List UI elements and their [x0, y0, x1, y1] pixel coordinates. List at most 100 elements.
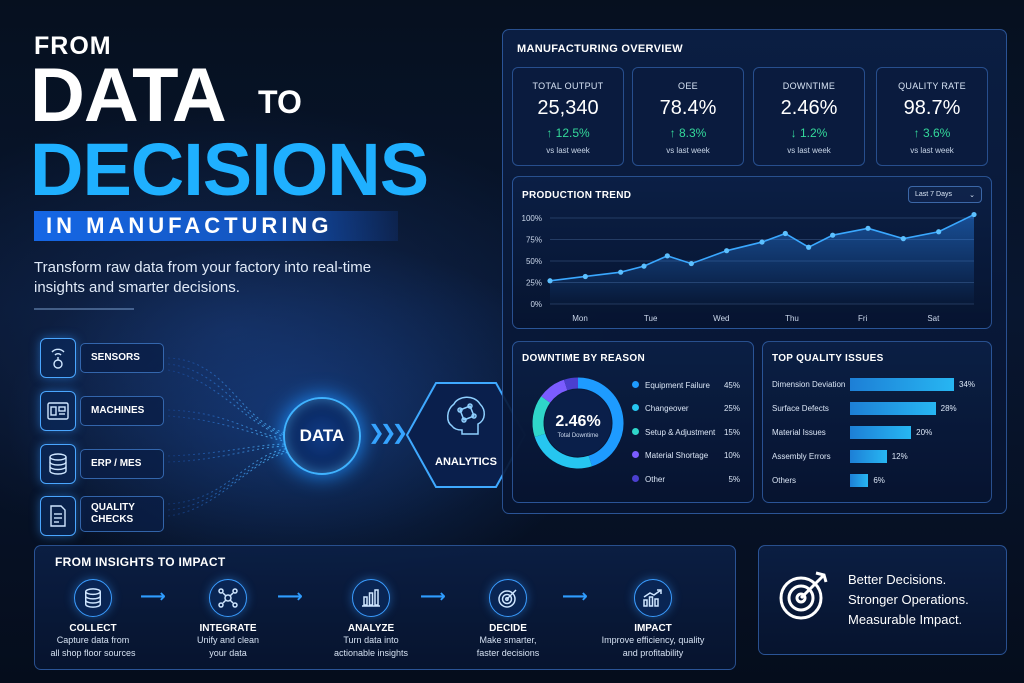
step-arrow-icon: ⟶: [140, 586, 166, 606]
tagline-line2: Stronger Operations.: [848, 592, 969, 607]
kpi-comparison: vs last week: [787, 146, 831, 155]
kpi-card-oee[interactable]: OEE 78.4% ↑ 8.3% vs last week: [632, 67, 744, 166]
step-description-line2: actionable insights: [333, 648, 409, 658]
sensor-icon: [51, 348, 65, 369]
legend-label: Changeover: [632, 404, 689, 413]
machine-source-icon[interactable]: [40, 391, 76, 431]
impact-step-analyze[interactable]: ANALYZE Turn data into actionable insigh…: [318, 579, 424, 660]
x-tick-label: Mon: [572, 314, 588, 323]
trend-point: [547, 278, 553, 284]
trend-point: [641, 263, 647, 269]
quality-issues-panel: [762, 341, 992, 503]
erp-source-icon[interactable]: [40, 444, 76, 484]
step-description-line2: and profitability: [622, 648, 684, 658]
kpi-card-quality-rate[interactable]: QUALITY RATE 98.7% ↑ 3.6% vs last week: [876, 67, 988, 166]
trend-point: [936, 229, 942, 235]
legend-value: 25%: [723, 404, 740, 413]
date-range-value: Last 7 Days: [915, 191, 952, 198]
hero-divider: [34, 308, 134, 310]
hero-to: TO: [258, 84, 302, 120]
donut-slice: [534, 433, 593, 469]
step-title: COLLECT: [69, 623, 117, 634]
quality-bar: [850, 474, 869, 487]
tagline-panel: [758, 545, 1007, 655]
trend-point: [618, 269, 624, 275]
bar-value-label: 12%: [891, 452, 908, 461]
target-icon: [779, 571, 828, 620]
step-description-line2: your data: [209, 648, 247, 658]
step-title: INTEGRATE: [199, 623, 257, 634]
hero-data: DATA: [30, 53, 227, 138]
impact-step-integrate[interactable]: INTEGRATE Unify and clean your data: [175, 579, 281, 660]
donut-hole: [544, 389, 612, 457]
step-description-line1: Unify and clean: [196, 635, 260, 645]
step-description-line2: faster decisions: [476, 648, 540, 658]
kpi-label: OEE: [678, 81, 698, 91]
trend-area: [550, 214, 974, 304]
legend-item: Changeover 25%: [632, 403, 740, 415]
hero-decisions: DECISIONS: [30, 128, 429, 211]
kpi-delta: ↑ 8.3%: [669, 126, 707, 140]
bar-value-label: 28%: [940, 404, 957, 413]
x-tick-label: Wed: [713, 314, 729, 323]
trend-point: [830, 232, 836, 238]
kpi-label: DOWNTIME: [782, 81, 836, 91]
y-tick-label: 75%: [526, 236, 542, 245]
trend-point: [759, 239, 765, 245]
source-label-machines: MACHINES: [80, 396, 164, 426]
y-tick-label: 100%: [522, 214, 542, 223]
kpi-card-downtime[interactable]: DOWNTIME 2.46% ↓ 1.2% vs last week: [753, 67, 865, 166]
production-trend-title: PRODUCTION TREND: [522, 190, 632, 201]
document-icon: [50, 505, 66, 527]
decide-step-icon: [489, 579, 527, 617]
growth-chart-icon: [643, 589, 662, 607]
donut-slice: [541, 379, 568, 403]
bar-value-label: 20%: [916, 428, 933, 437]
trend-point: [971, 211, 977, 218]
quality-source-icon[interactable]: [40, 496, 76, 536]
date-range-dropdown[interactable]: Last 7 Days ⌄: [908, 186, 982, 203]
integrate-step-icon: [209, 579, 247, 617]
impact-step-decide[interactable]: DECIDE Make smarter, faster decisions: [455, 579, 561, 660]
legend-label: Equipment Failure: [632, 380, 710, 390]
data-flow-lines: [167, 357, 291, 517]
step-title: IMPACT: [634, 623, 672, 634]
trend-point: [806, 244, 812, 250]
legend-swatch: [632, 474, 639, 482]
y-tick-label: 25%: [526, 279, 542, 288]
trend-point: [582, 273, 588, 280]
legend-item: Other 5%: [632, 473, 740, 485]
kpi-comparison: vs last week: [666, 146, 710, 155]
impact-step-icon: [634, 579, 672, 617]
donut-center-label: Total Downtime: [557, 433, 599, 439]
quality-bar: [850, 378, 954, 391]
step-description-line1: Improve efficiency, quality: [601, 635, 705, 645]
bar-label: Surface Defects: [772, 404, 829, 413]
kpi-delta: ↓ 1.2%: [790, 126, 828, 140]
impact-step-impact[interactable]: IMPACT Improve efficiency, quality and p…: [590, 579, 716, 660]
impact-step-collect[interactable]: COLLECT Capture data from all shop floor…: [40, 579, 146, 660]
x-tick-label: Fri: [858, 314, 868, 323]
legend-item: Material Shortage 10%: [632, 450, 740, 462]
donut-center-value: 2.46%: [555, 413, 601, 430]
trend-point: [865, 225, 871, 231]
quality-bar: [850, 402, 936, 415]
quality-bar: [850, 450, 887, 463]
kpi-card-total-output[interactable]: TOTAL OUTPUT 25,340 ↑ 12.5% vs last week: [512, 67, 624, 166]
step-description-line1: Capture data from: [56, 635, 130, 645]
analyze-step-icon: [352, 579, 390, 617]
sensor-source-icon[interactable]: [40, 338, 76, 378]
legend-value: 10%: [723, 451, 740, 460]
data-node: DATA: [283, 397, 361, 475]
downtime-donut-chart: [532, 377, 624, 469]
analytics-label: ANALYTICS: [435, 456, 497, 468]
analytics-hexagon: [405, 382, 527, 488]
quality-bar: [850, 426, 912, 439]
brain-icon: [447, 396, 485, 435]
y-tick-label: 0%: [530, 300, 542, 309]
legend-swatch: [632, 404, 639, 411]
trend-point: [900, 236, 906, 242]
legend-swatch: [632, 427, 639, 435]
legend-value: 15%: [723, 427, 740, 437]
step-arrow-icon: ⟶: [277, 586, 303, 606]
